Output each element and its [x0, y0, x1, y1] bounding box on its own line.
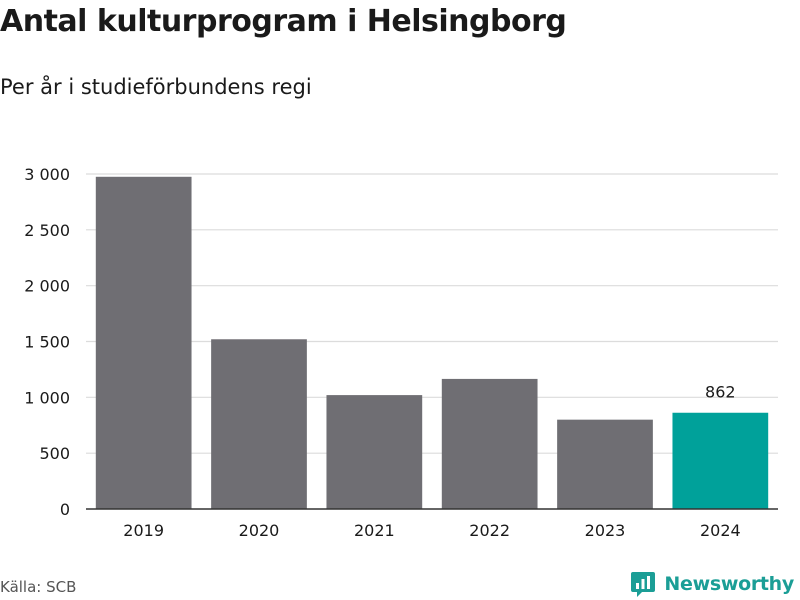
bar — [326, 395, 423, 509]
y-tick-label: 1 500 — [24, 333, 70, 352]
x-tick-label: 2023 — [585, 521, 626, 540]
bar — [672, 412, 769, 509]
x-tick-label: 2019 — [123, 521, 164, 540]
y-axis-labels: 0 500 1 000 1 500 2 000 2 500 3 000 — [24, 165, 70, 519]
x-tick-label: 2024 — [700, 521, 741, 540]
gridlines — [86, 173, 778, 454]
x-axis-labels: 2019 2020 2021 2022 2023 2024 — [123, 521, 740, 540]
y-tick-label: 2 500 — [24, 221, 70, 240]
chart-subtitle: Per år i studieförbundens regi — [0, 75, 312, 99]
y-tick-label: 0 — [60, 500, 70, 519]
y-tick-label: 2 000 — [24, 277, 70, 296]
y-tick-label: 500 — [39, 444, 70, 463]
data-label: 862 — [705, 383, 736, 402]
brand-name: Newsworthy — [664, 573, 794, 595]
x-tick-label: 2022 — [469, 521, 510, 540]
data-labels: 862 — [705, 383, 736, 402]
brand-logo: Newsworthy — [630, 570, 794, 598]
bar — [211, 339, 307, 509]
x-tick-label: 2020 — [239, 521, 280, 540]
chart-title: Antal kulturprogram i Helsingborg — [0, 4, 567, 39]
y-tick-label: 1 000 — [24, 388, 70, 407]
bars — [95, 176, 769, 509]
bar — [557, 419, 653, 509]
source-note: Källa: SCB — [0, 578, 77, 596]
y-tick-label: 3 000 — [24, 165, 70, 184]
x-tick-label: 2021 — [354, 521, 395, 540]
bar — [441, 378, 538, 509]
newsworthy-logo-icon — [631, 572, 656, 597]
bar — [95, 176, 192, 509]
